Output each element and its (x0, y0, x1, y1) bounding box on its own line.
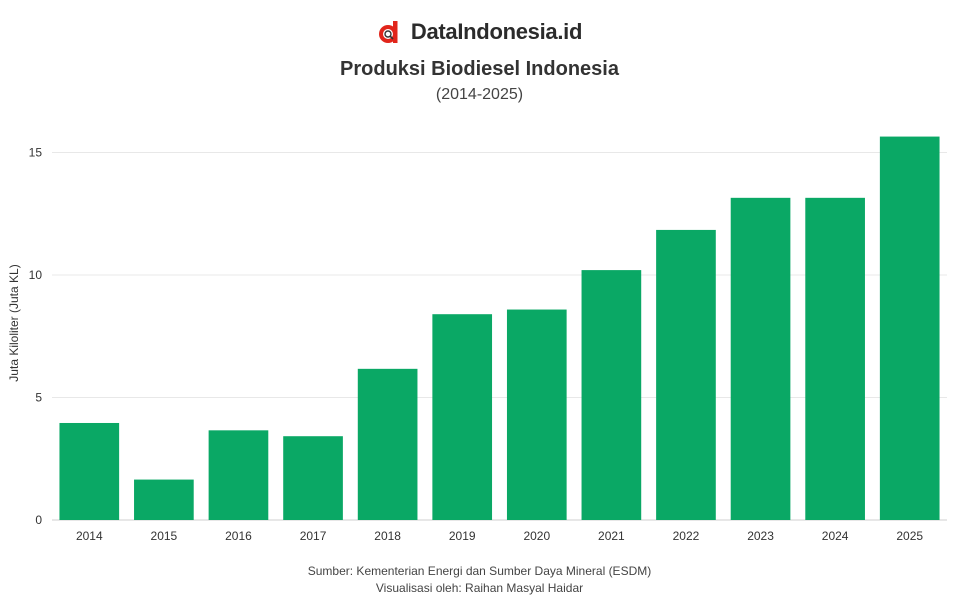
x-tick-label: 2017 (300, 529, 327, 543)
bars (59, 136, 940, 521)
x-tick-label: 2020 (523, 529, 550, 543)
datainndonesia-logo-icon (378, 21, 398, 43)
x-axis-ticks: 2014 2015 2016 2017 2018 2019 2020 2021 2022 2023… (76, 529, 923, 543)
footer: Sumber: Kementerian Energi dan Sumber Da… (0, 563, 959, 597)
chart-subtitle: (2014-2025) (435, 86, 524, 103)
x-tick-label: 2014 (76, 529, 103, 543)
bar-2025[interactable] (879, 136, 940, 520)
bar-2021[interactable] (581, 270, 642, 520)
bar-2015[interactable] (134, 479, 194, 520)
bar-2019[interactable] (432, 314, 493, 520)
x-tick-label: 2022 (673, 529, 700, 543)
source-note: Sumber: Kementerian Energi dan Sumber Da… (307, 564, 652, 578)
grid-lines (52, 152, 947, 521)
x-tick-label: 2015 (151, 529, 178, 543)
brand-name: DataIndonesia.id (410, 19, 583, 44)
bar-2018[interactable] (357, 368, 418, 520)
y-tick-label: 5 (35, 391, 42, 405)
y-tick-label: 0 (35, 513, 42, 527)
y-tick-label: 15 (29, 146, 43, 160)
bar-2020[interactable] (506, 309, 567, 520)
x-tick-label: 2019 (449, 529, 476, 543)
bar-2017[interactable] (283, 436, 343, 520)
brand-header: DataIndonesia.id (0, 14, 959, 50)
y-tick-label: 10 (29, 268, 43, 282)
y-axis-label: Juta Kiloliter (Juta KL) (7, 264, 21, 381)
x-tick-label: 2023 (747, 529, 774, 543)
x-tick-label: 2021 (598, 529, 625, 543)
bar-2024[interactable] (805, 197, 865, 520)
chart-title: Produksi Biodiesel Indonesia (340, 58, 619, 80)
y-axis-ticks: 0 5 10 15 (29, 146, 43, 528)
bar-2014[interactable] (59, 422, 120, 520)
x-tick-label: 2018 (374, 529, 401, 543)
x-tick-label: 2025 (896, 529, 923, 543)
credit-note: Visualisasi oleh: Raihan Masyal Haidar (375, 581, 584, 595)
x-tick-label: 2016 (225, 529, 252, 543)
x-tick-label: 2024 (822, 529, 849, 543)
bar-2023[interactable] (730, 197, 791, 520)
bar-2016[interactable] (208, 430, 269, 520)
bar-2022[interactable] (656, 229, 716, 521)
